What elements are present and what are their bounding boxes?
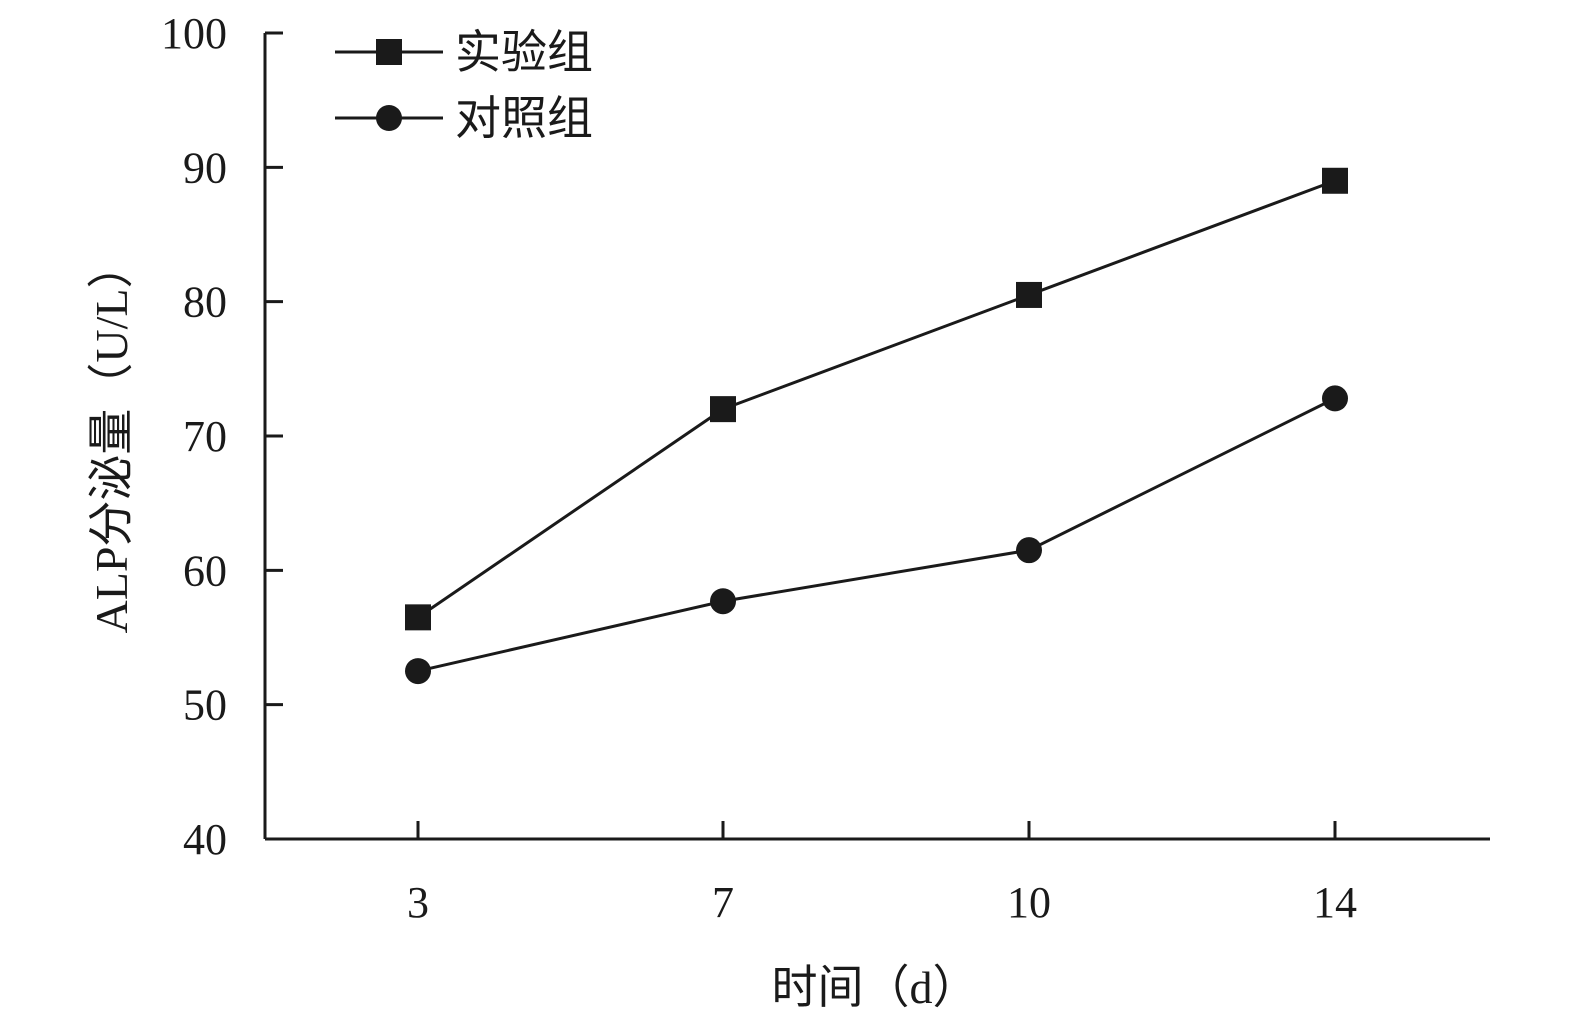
series-line [417,397,1336,673]
y-tick-label: 60 [183,546,227,595]
legend-marker-circle [376,105,402,131]
series-lines [405,167,1348,685]
data-point-square [1016,281,1042,308]
x-axis-title: 时间（d） [772,962,979,1013]
x-tick-label: 10 [1007,878,1051,927]
data-point-square [405,604,431,631]
data-point-circle [405,658,431,685]
y-tick-label: 90 [183,143,227,192]
series-line [417,179,1336,619]
y-tick-label: 100 [161,9,227,58]
legend-label: 实验组 [455,27,593,78]
legend-marker-square [376,39,402,65]
y-tick-label: 70 [183,412,227,461]
data-point-square [1322,167,1348,194]
axes [263,33,1490,841]
data-point-circle [710,588,736,615]
y-tick-label: 40 [183,815,227,864]
y-tick-label: 80 [183,278,227,327]
y-tick-label: 50 [183,681,227,730]
data-point-circle [1322,385,1348,412]
x-tick-label: 14 [1313,878,1357,927]
data-point-square [710,396,736,423]
x-tick-label: 3 [407,878,429,927]
y-axis-title: ALP分泌量（U/L） [86,243,137,634]
tick-marks: 40 50 60 70 80 90 100 3 7 10 14 [161,9,1357,927]
legend-label: 对照组 [455,93,593,144]
x-tick-label: 7 [712,878,734,927]
data-point-circle [1016,537,1042,564]
